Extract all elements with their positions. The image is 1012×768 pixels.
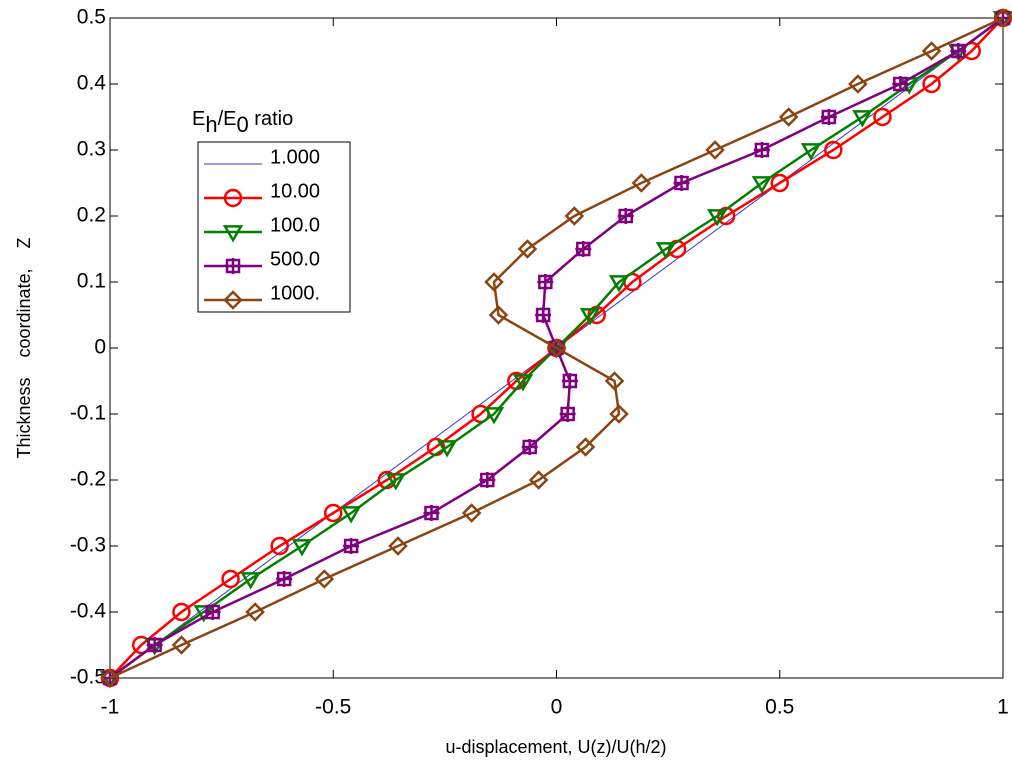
legend-label: 1000. [270, 282, 320, 304]
x-tick-label: -1 [101, 696, 120, 719]
x-tick-label: 1 [997, 696, 1009, 719]
marker [922, 74, 941, 94]
marker [800, 143, 822, 161]
marker [631, 173, 652, 193]
marker [521, 439, 538, 455]
y-tick-label: -0.3 [70, 534, 106, 557]
marker [479, 472, 496, 488]
marker [579, 308, 601, 326]
x-tick-label: 0.5 [765, 696, 794, 719]
marker [873, 107, 892, 127]
y-axis-label: Thickness coordinate, Z [14, 237, 34, 458]
marker [707, 209, 728, 227]
marker [820, 109, 837, 125]
legend-marker [225, 258, 241, 274]
legend-label: 1.000 [270, 146, 320, 168]
marker [291, 539, 313, 557]
marker [270, 536, 289, 556]
marker [517, 239, 538, 259]
marker [848, 74, 868, 94]
y-tick-label: -0.4 [70, 600, 107, 623]
marker [604, 371, 625, 391]
marker [655, 242, 677, 260]
marker [171, 635, 192, 655]
marker [221, 569, 240, 589]
y-tick-label: 0.4 [77, 72, 107, 95]
marker [240, 572, 261, 590]
marker [461, 503, 482, 523]
marker [993, 8, 1012, 28]
marker [324, 503, 343, 523]
marker [546, 338, 567, 358]
y-tick-label: 0.3 [77, 138, 106, 161]
legend-marker [222, 225, 244, 243]
marker [483, 407, 505, 425]
marker [488, 305, 509, 325]
legend-title: Eh/E0 ratio [192, 108, 293, 137]
y-tick-label: 0.5 [77, 6, 106, 29]
marker [436, 440, 458, 458]
legend-box [197, 141, 351, 313]
x-tick-label: -0.5 [315, 696, 351, 719]
marker [608, 275, 630, 293]
marker [385, 473, 406, 491]
marker [388, 536, 408, 556]
y-tick-label: -0.2 [70, 468, 106, 491]
marker [100, 668, 120, 688]
marker [921, 41, 942, 61]
marker [245, 602, 265, 622]
marker [673, 175, 690, 191]
marker [484, 272, 504, 292]
marker [276, 571, 293, 587]
marker [423, 505, 440, 521]
marker [950, 43, 967, 59]
marker [564, 206, 585, 226]
legend-title-part: E [192, 108, 205, 130]
x-tick-label: 0 [551, 696, 563, 719]
y-tick-label: -0.5 [70, 666, 106, 689]
legend-label: 100.0 [270, 214, 320, 236]
legend-label: 10.00 [270, 180, 320, 202]
y-tick-label: 0.1 [77, 270, 106, 293]
marker [753, 142, 770, 158]
marker [892, 76, 909, 92]
legend-title-part: 0 [237, 112, 249, 137]
marker [575, 437, 596, 457]
marker [512, 374, 534, 392]
marker [778, 107, 799, 127]
marker [314, 569, 335, 589]
marker [770, 173, 789, 193]
marker [528, 470, 549, 490]
marker [824, 140, 843, 160]
series-line [109, 16, 1004, 680]
legend-title-part: ratio [249, 108, 293, 130]
y-tick-label: -0.1 [70, 402, 106, 425]
marker [751, 176, 773, 194]
legend-label: 500.0 [270, 248, 320, 270]
marker [172, 602, 191, 622]
marker [204, 604, 221, 620]
marker [537, 274, 554, 290]
marker [617, 208, 634, 224]
x-axis-label: u-displacement, U(z)/U(h/2) [445, 737, 666, 757]
y-tick-label: 0 [94, 336, 106, 359]
y-tick-label: 0.2 [77, 204, 106, 227]
marker [609, 404, 629, 424]
legend-marker [223, 188, 243, 208]
marker [340, 506, 362, 524]
marker [561, 373, 578, 389]
marker [559, 406, 576, 422]
plot-frame [109, 17, 1004, 679]
marker [343, 538, 360, 554]
legend-title-part: h [205, 112, 217, 137]
legend-title-part: /E [218, 108, 237, 130]
marker [852, 110, 873, 128]
marker [535, 307, 552, 323]
legend-marker [223, 290, 243, 310]
marker [575, 241, 592, 257]
marker [146, 637, 163, 653]
marker [705, 140, 725, 160]
